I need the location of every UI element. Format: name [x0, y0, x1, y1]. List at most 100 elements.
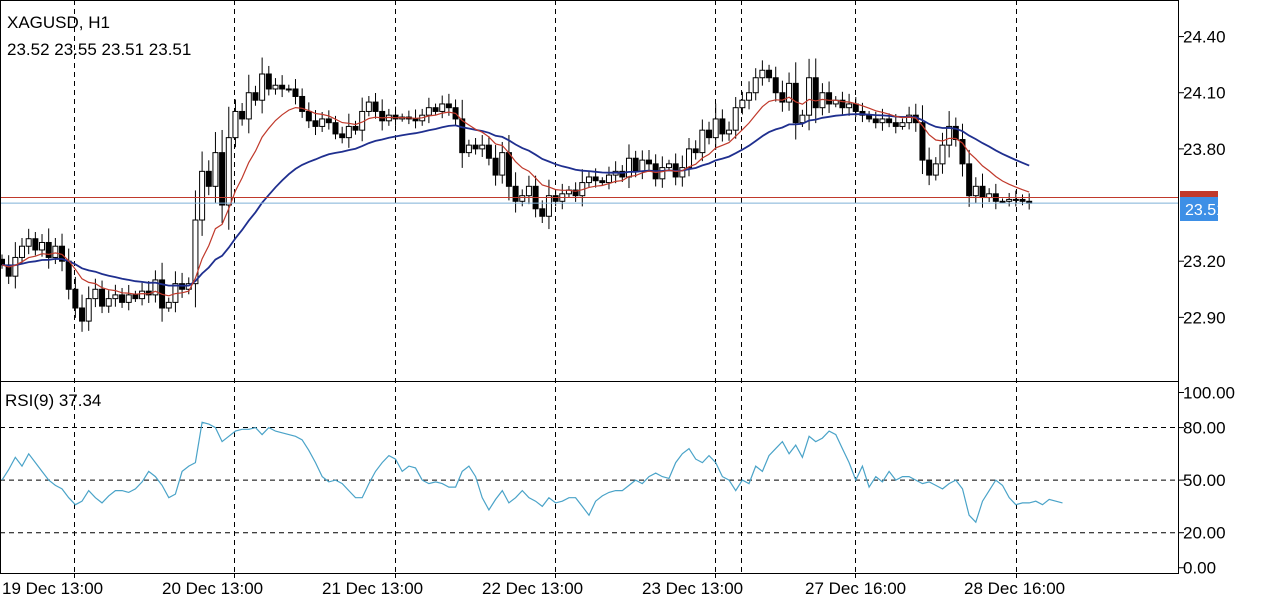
candle	[832, 96, 839, 108]
candle-body-bear	[472, 144, 479, 150]
candle	[512, 172, 519, 213]
candle-body-bull	[946, 125, 953, 146]
candle-body-bull	[479, 144, 486, 150]
candle	[1012, 190, 1019, 207]
candle	[352, 120, 359, 135]
candle-body-bull	[259, 73, 266, 101]
candle	[826, 81, 833, 113]
candle	[926, 147, 933, 186]
candle	[472, 138, 479, 155]
candle	[119, 287, 126, 308]
candle	[379, 99, 386, 131]
candle-body-bear	[99, 288, 106, 307]
candle-body-bull	[899, 122, 906, 127]
candle	[312, 110, 319, 136]
candle	[939, 132, 946, 174]
candle-body-bull	[939, 144, 946, 165]
candle	[812, 58, 819, 124]
candle-body-bull	[345, 125, 352, 139]
candle	[212, 132, 219, 203]
candle	[759, 60, 766, 86]
candle	[159, 262, 166, 322]
candle	[105, 290, 112, 313]
price-tick-label: 22.90	[1183, 308, 1226, 327]
frame-layer	[0, 0, 1179, 574]
rsi-tick-label: 50.00	[1183, 471, 1226, 490]
candle	[345, 113, 352, 148]
candle	[245, 74, 252, 134]
rsi-tick-label: 20.00	[1183, 524, 1226, 543]
candle	[866, 111, 873, 123]
candle-body-bear	[325, 118, 332, 124]
rsi-title: RSI(9) 37.34	[5, 391, 101, 410]
axis-layer: 24.40 24.10 23.80 23.20 22.90 100.00 80.00 50.0…	[2, 28, 1235, 598]
candle-body-bear	[372, 101, 379, 112]
candle-body-bear	[72, 288, 79, 309]
candle	[746, 81, 753, 110]
candle-body-bear	[485, 144, 492, 159]
candle	[192, 190, 199, 308]
candle-body-bear	[312, 120, 319, 127]
candle	[125, 284, 132, 311]
candle-body-bull	[272, 84, 279, 90]
candle-body-bear	[1019, 198, 1026, 202]
candle	[779, 80, 786, 112]
candle-body-bull	[425, 107, 432, 116]
candle	[39, 234, 46, 257]
candle-body-bear	[852, 103, 859, 112]
candle	[806, 58, 813, 131]
candle	[19, 237, 26, 265]
candle-body-bull	[726, 129, 733, 135]
candle	[986, 188, 993, 203]
candle-body-bear	[412, 118, 419, 122]
candle-body-bear	[279, 84, 286, 90]
candle-body-bull	[525, 185, 532, 197]
candle-body-bull	[285, 88, 292, 91]
candle-body-bear	[966, 163, 973, 197]
candle	[52, 237, 59, 265]
candle-body-bear	[632, 157, 639, 172]
candle-body-bear	[692, 148, 699, 154]
candle	[772, 66, 779, 102]
plot-frame	[0, 0, 1179, 574]
candle-body-bull	[799, 114, 806, 124]
candle	[672, 153, 679, 186]
candle	[846, 93, 853, 116]
candle-body-bear	[826, 92, 833, 105]
candle-body-bear	[45, 241, 52, 258]
candle-body-bull	[39, 241, 46, 251]
candle-body-bull	[679, 167, 686, 178]
candle-body-bull	[879, 118, 886, 124]
candle	[392, 106, 399, 126]
candle-body-bull	[739, 99, 746, 109]
candle	[752, 68, 759, 101]
candle	[839, 91, 846, 115]
candle-body-bear	[866, 114, 873, 120]
candle-body-bull	[319, 118, 326, 127]
candle-body-bull	[1012, 198, 1019, 201]
header-layer: XAGUSD, H1 23.52 23.55 23.51 23.51 RSI(9…	[5, 13, 191, 410]
candle	[219, 129, 226, 224]
candle	[5, 255, 12, 284]
candle-body-bull	[585, 176, 592, 184]
candle	[319, 112, 326, 132]
candle	[272, 78, 279, 95]
symbol-title: XAGUSD, H1	[7, 13, 110, 32]
candle-body-bull	[225, 137, 232, 206]
candle	[199, 151, 206, 236]
candle	[539, 200, 546, 224]
candle-body-bull	[605, 174, 612, 184]
candle-body-bull	[19, 245, 26, 258]
candle-body-bull	[806, 77, 813, 116]
candle-body-bull	[439, 103, 446, 112]
candle	[599, 177, 606, 186]
candle	[605, 166, 612, 190]
moving-averages-layer	[1, 96, 1030, 297]
candle-body-bull	[499, 152, 506, 176]
candle	[59, 233, 66, 272]
candle-body-bear	[779, 92, 786, 103]
price-tick-label: 23.80	[1183, 140, 1226, 159]
candle	[479, 135, 486, 157]
candle	[532, 175, 539, 218]
